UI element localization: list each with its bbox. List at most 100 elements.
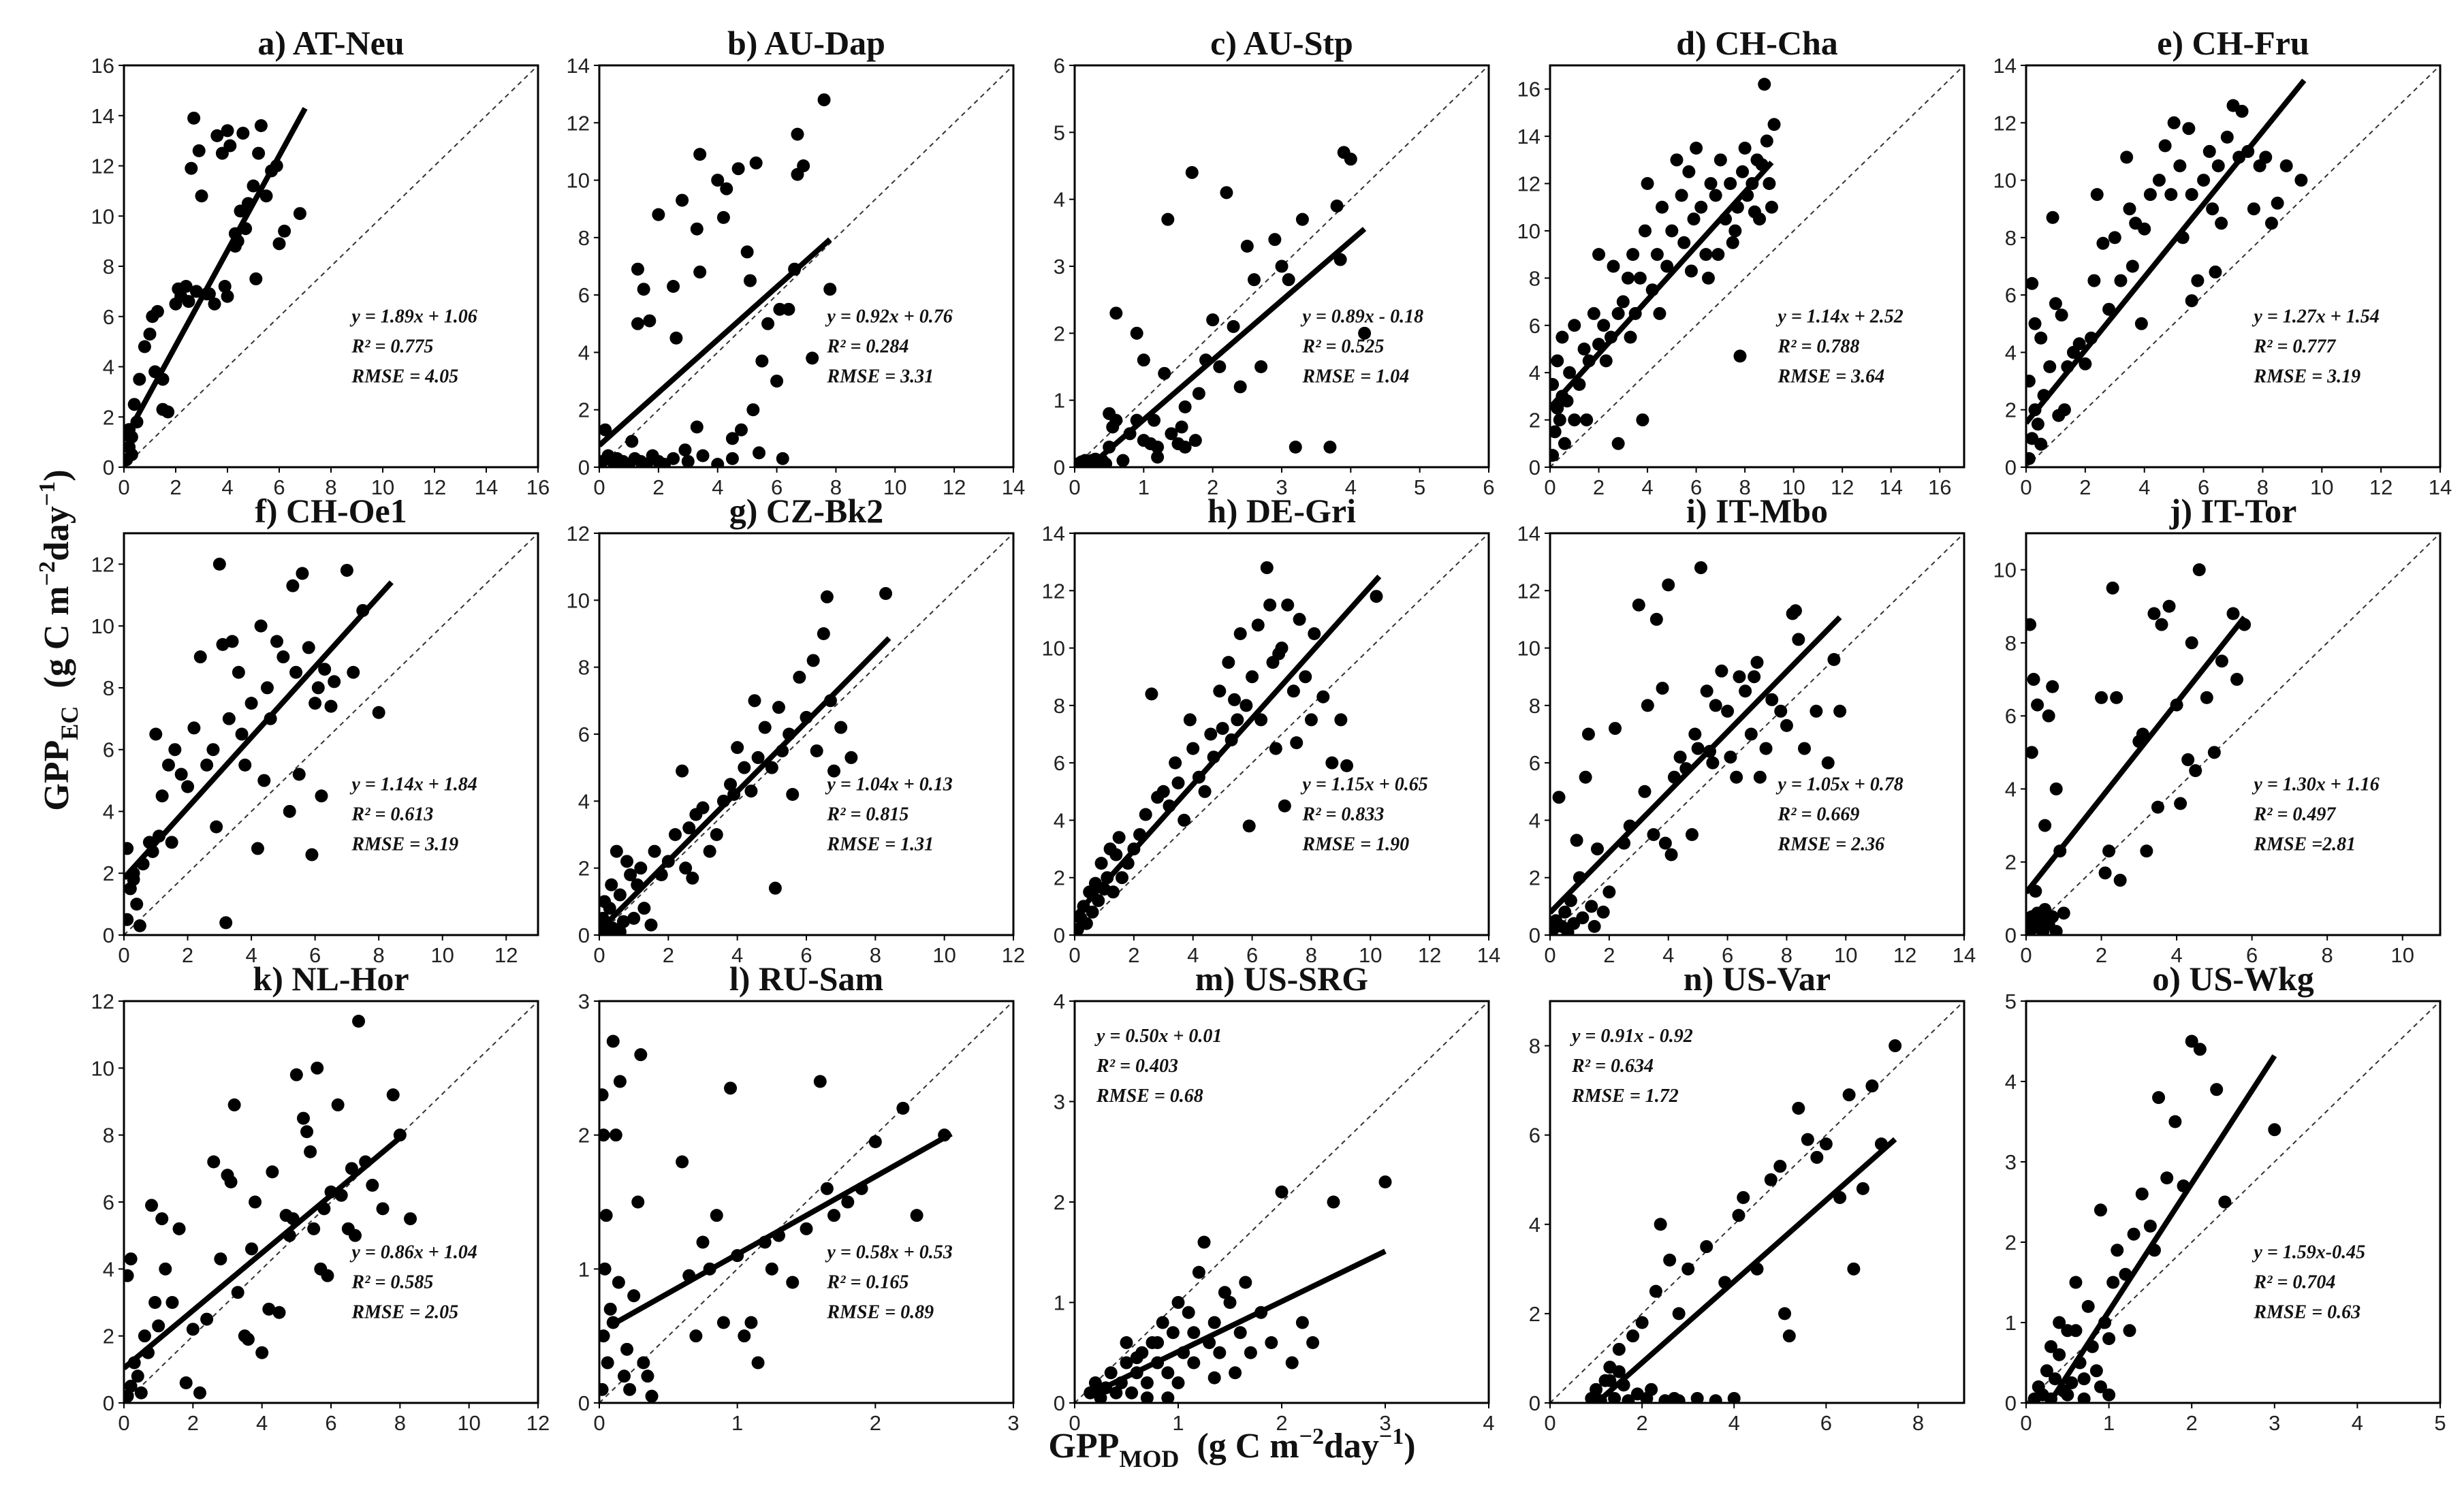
data-point — [606, 1034, 620, 1048]
x-tick-label: 2 — [1603, 943, 1615, 967]
data-point — [1165, 427, 1178, 441]
one-to-one-line — [1549, 1000, 1965, 1404]
one-to-one-line — [2025, 1000, 2441, 1404]
data-point — [1590, 1382, 1603, 1396]
data-point — [2046, 910, 2059, 923]
points — [1585, 1039, 1902, 1403]
data-point — [1182, 1306, 1195, 1319]
stats-line: RMSE = 3.19 — [351, 834, 458, 855]
data-point — [352, 1015, 366, 1028]
data-point — [755, 354, 769, 368]
data-point — [2069, 1324, 2083, 1338]
data-point — [347, 665, 360, 679]
stats-annotation: y = 1.59x-0.45 R² = 0.704 RMSE = 0.63 — [2252, 1242, 2365, 1323]
data-point — [283, 804, 296, 818]
data-point — [1654, 1218, 1667, 1231]
data-point — [1109, 848, 1123, 861]
stats-annotation: y = 0.58x + 0.53 R² = 0.165 RMSE = 0.89 — [825, 1242, 952, 1323]
y-tick-label: 10 — [1517, 219, 1541, 243]
panel-b-au-dap: b) AU-Dap 0 2 4 6 8 10 12 14 0 2 4 6 8 10 12 14 y = 0.92x… — [567, 24, 1026, 499]
data-point — [235, 727, 249, 741]
x-tick-label: 4 — [2352, 1411, 2363, 1435]
stats-line: R² = 0.525 — [1301, 336, 1384, 358]
panel-title: i) IT-Mbo — [1686, 492, 1828, 530]
regression-line — [599, 636, 891, 933]
data-point — [300, 1125, 314, 1139]
data-point — [2235, 104, 2249, 118]
data-point — [1178, 441, 1192, 454]
panel-title: e) CH-Fru — [2157, 24, 2309, 62]
data-point — [1178, 813, 1191, 827]
data-point — [143, 328, 157, 341]
x-tick-label: 4 — [221, 475, 233, 499]
y-tick-label: 0 — [103, 456, 114, 479]
data-point — [681, 455, 695, 467]
data-point — [1759, 742, 1773, 755]
data-point — [1732, 1209, 1746, 1222]
data-point — [1694, 200, 1708, 214]
y-tick-label: 5 — [2005, 990, 2017, 1013]
data-point — [1713, 153, 1727, 167]
data-point — [2181, 753, 2195, 767]
stats-line: R² = 0.165 — [826, 1272, 909, 1293]
panel-m-us-srg: m) US-SRG 0 1 2 3 4 0 1 2 3 4 y = 0.50x + 0.01 R² = … — [1054, 960, 1495, 1435]
data-point — [200, 1312, 214, 1326]
data-point — [1213, 360, 1227, 373]
data-point — [179, 1376, 193, 1389]
stats-line: RMSE = 2.36 — [1777, 834, 1884, 855]
y-tick-label: 6 — [1529, 1124, 1541, 1148]
y-tick-label: 0 — [2005, 923, 2017, 947]
stats-line: y = 1.89x + 1.06 — [349, 306, 477, 328]
data-point — [2053, 1316, 2066, 1329]
data-point — [2138, 222, 2151, 236]
data-point — [770, 375, 784, 388]
data-point — [2069, 1276, 2083, 1289]
regression-line — [2047, 1054, 2277, 1403]
regression-line — [1550, 160, 1774, 410]
y-tick-label: 10 — [567, 588, 590, 612]
y-tick-label: 12 — [91, 990, 114, 1013]
y-label-unit-post: ) — [37, 469, 76, 481]
data-point — [2044, 1340, 2057, 1353]
data-point — [1581, 727, 1595, 741]
data-point — [165, 1296, 179, 1309]
data-point — [254, 619, 268, 633]
y-tick-label: 10 — [1517, 637, 1541, 661]
data-point — [127, 872, 140, 886]
x-tick-label: 12 — [526, 1411, 550, 1435]
data-point — [1773, 1160, 1787, 1173]
data-point — [1694, 561, 1707, 575]
y-tick-label: 6 — [103, 1190, 114, 1214]
y-tick-label: 8 — [578, 656, 590, 680]
y-tick-label: 8 — [1054, 694, 1065, 718]
data-point — [2110, 691, 2123, 704]
x-tick-label: 0 — [1544, 475, 1555, 499]
stats-annotation: y = 1.15x + 0.65 R² = 0.833 RMSE = 1.90 — [1300, 774, 1427, 855]
y-tick-label: 4 — [103, 1257, 114, 1281]
stats-line: y = 0.91x - 0.92 — [1570, 1026, 1693, 1047]
data-point — [2102, 1332, 2116, 1346]
data-point — [1609, 722, 1622, 736]
data-point — [1120, 1336, 1133, 1349]
data-point — [249, 272, 263, 285]
data-point — [1792, 1101, 1805, 1115]
regression-line — [1075, 574, 1382, 919]
data-point — [131, 1370, 144, 1383]
data-point — [1222, 656, 1235, 669]
data-point — [1242, 819, 1256, 833]
data-point — [2264, 217, 2278, 230]
data-point — [302, 641, 315, 654]
y-tick-label: 12 — [1993, 111, 2017, 135]
y-tick-label: 8 — [578, 226, 590, 250]
x-tick-label: 4 — [2138, 475, 2150, 499]
data-point — [2215, 654, 2228, 668]
data-point — [1140, 1376, 1154, 1389]
y-tick-label: 6 — [1529, 751, 1541, 775]
data-point — [1611, 437, 1625, 450]
y-tick-label: 8 — [103, 676, 114, 700]
data-point — [214, 1252, 227, 1266]
data-point — [227, 1098, 241, 1111]
data-point — [2052, 409, 2066, 422]
y-tick-label: 10 — [91, 614, 114, 638]
data-point — [1290, 736, 1304, 750]
